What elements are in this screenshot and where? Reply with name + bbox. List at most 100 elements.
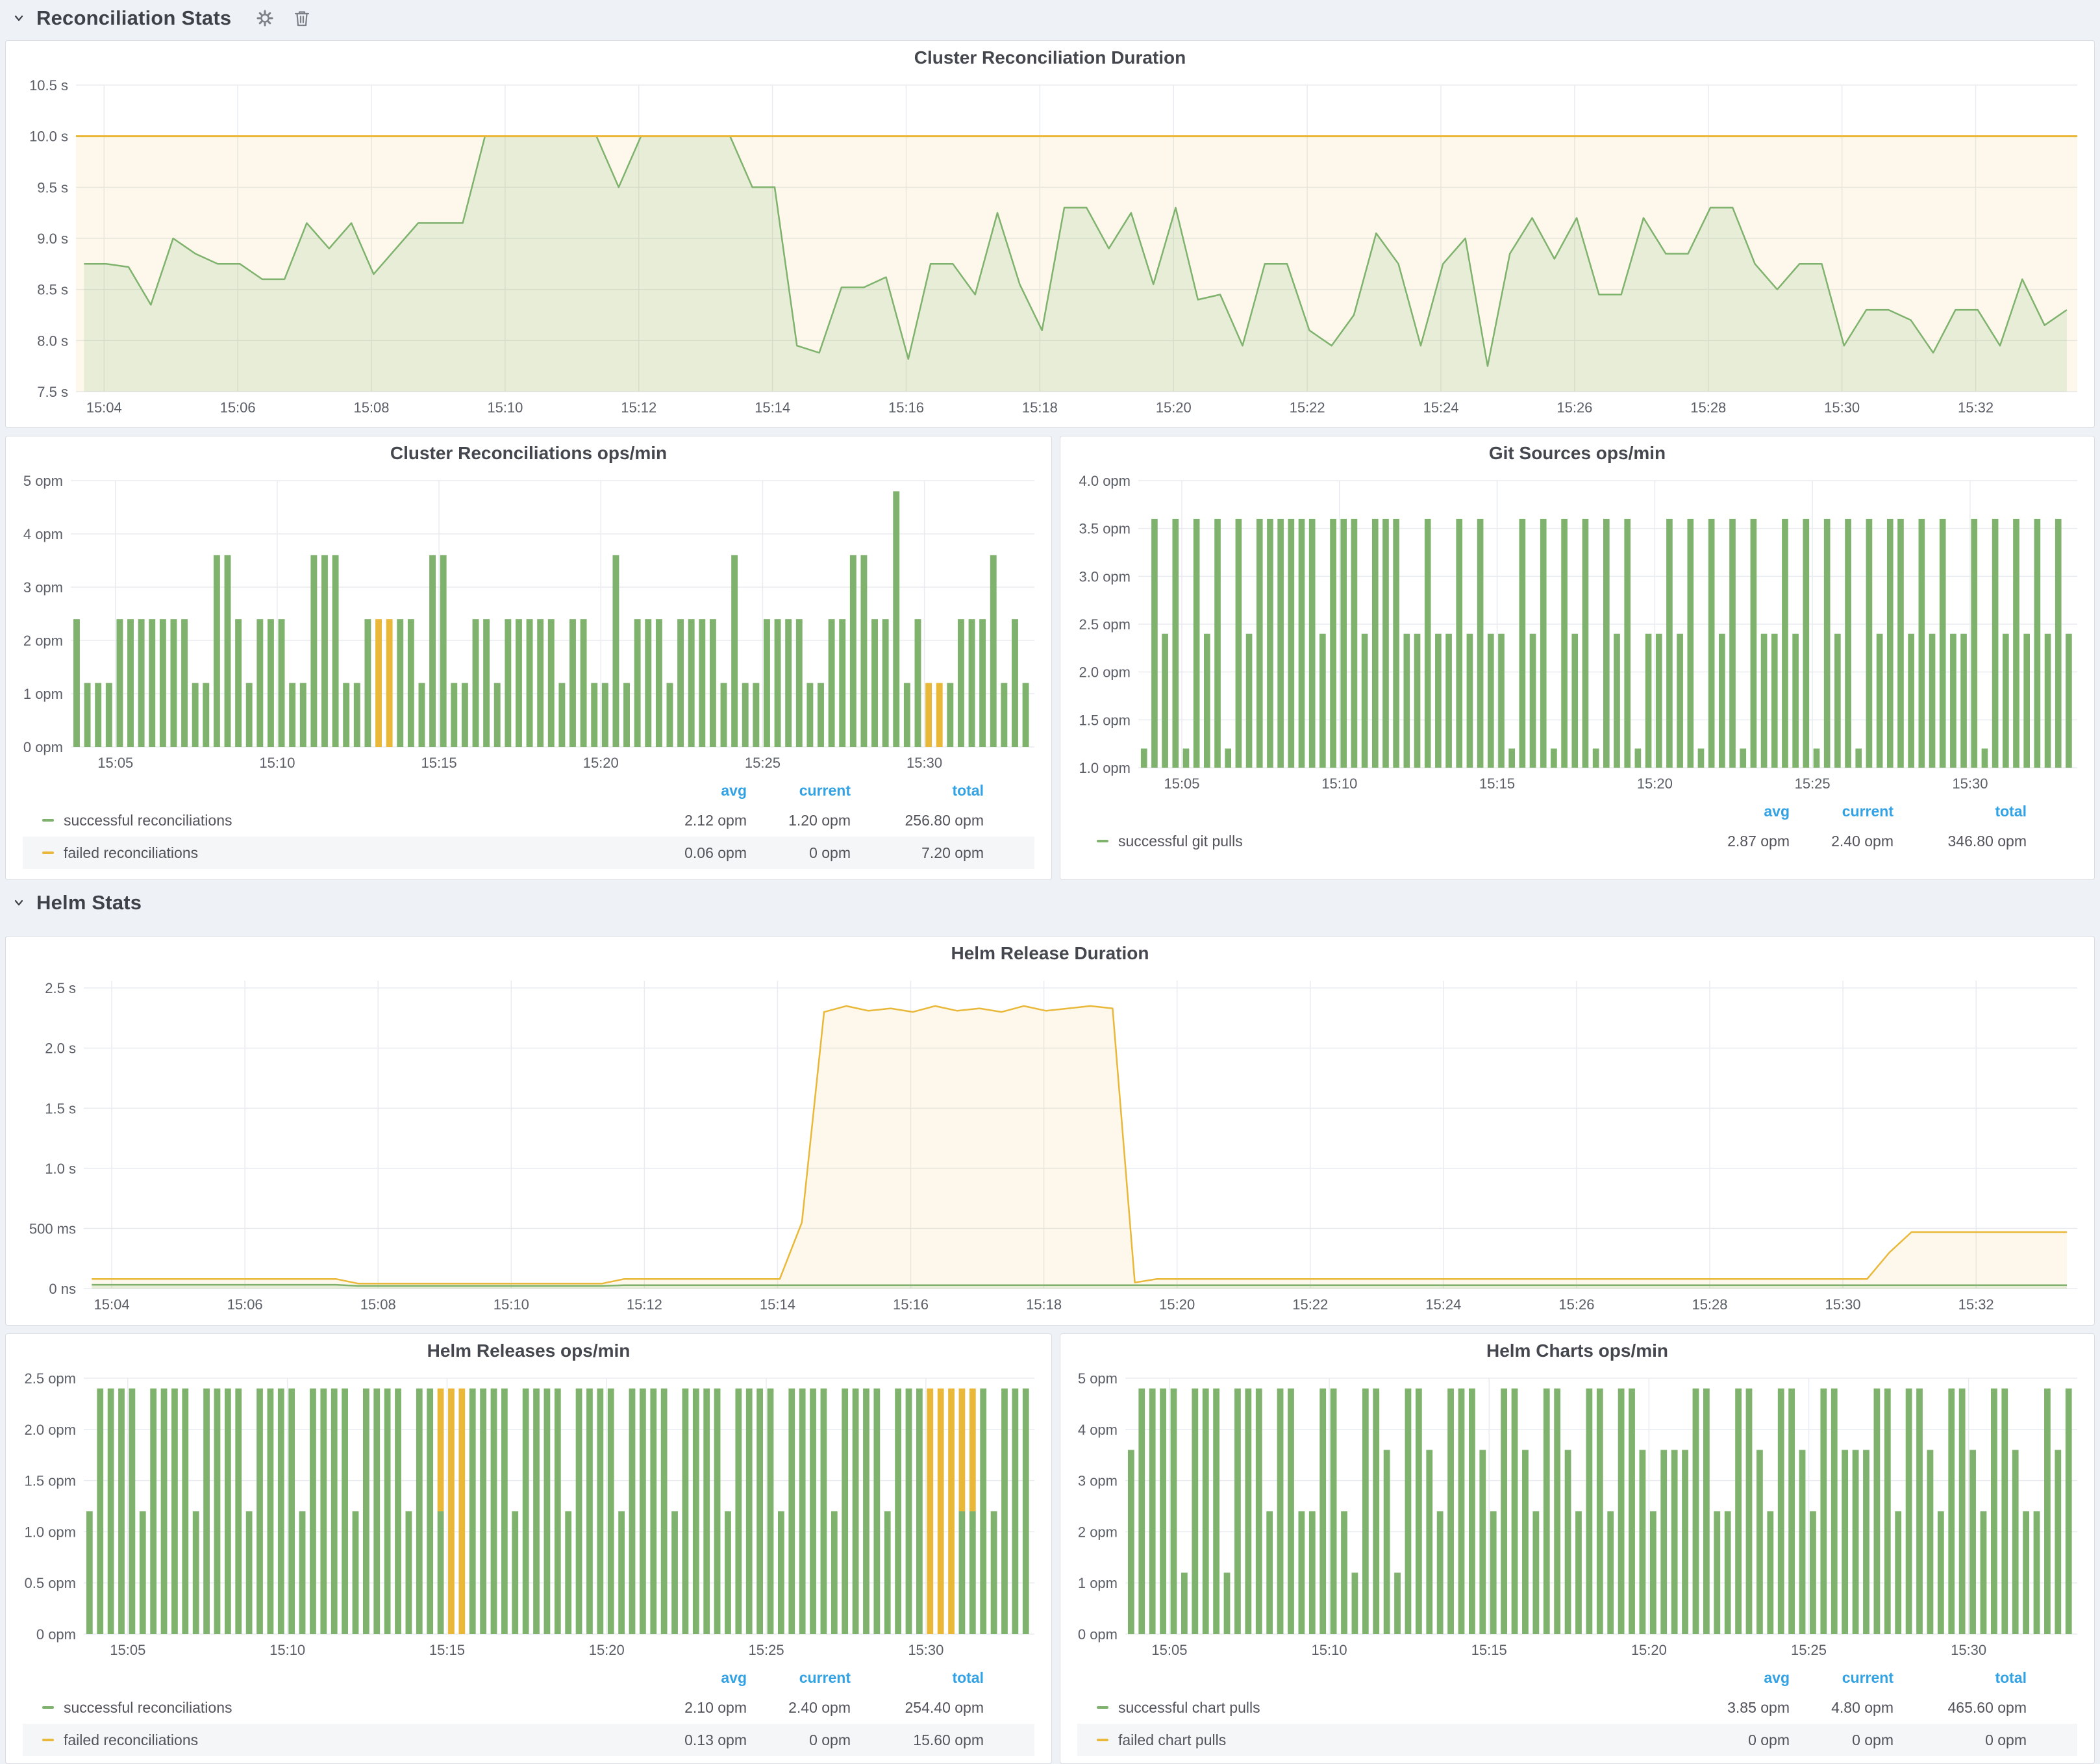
legend-series-label[interactable]: successful git pulls (1118, 833, 1243, 850)
legend-avg-value: 0.06 opm (643, 844, 747, 862)
svg-text:15:10: 15:10 (487, 399, 523, 416)
legend-row: successful git pulls 2.87 opm 2.40 opm 3… (1077, 825, 2077, 857)
legend-series-label[interactable]: failed reconciliations (64, 844, 198, 862)
legend-column-total[interactable]: total (1894, 1669, 2027, 1687)
legend-column-avg[interactable]: avg (1686, 803, 1790, 820)
cluster-reconciliations-chart[interactable]: 0 opm1 opm2 opm3 opm4 opm5 opm15:0515:10… (11, 470, 1046, 774)
svg-text:5 opm: 5 opm (1078, 1370, 1118, 1387)
legend-column-total[interactable]: total (1894, 803, 2027, 820)
legend-series-label[interactable]: successful chart pulls (1118, 1699, 1260, 1717)
svg-text:15:15: 15:15 (421, 755, 457, 771)
svg-text:15:04: 15:04 (86, 399, 122, 416)
series-color-dash (42, 851, 54, 854)
legend-series[interactable]: failed reconciliations (42, 844, 643, 862)
svg-text:1.5 opm: 1.5 opm (1079, 712, 1131, 728)
legend-series[interactable]: failed chart pulls (1097, 1732, 1686, 1749)
svg-text:15:12: 15:12 (621, 399, 656, 416)
section-header-helm-stats[interactable]: Helm Stats (12, 888, 142, 917)
section-title[interactable]: Helm Stats (36, 891, 142, 914)
svg-text:7.5 s: 7.5 s (37, 384, 68, 400)
svg-text:15:14: 15:14 (755, 399, 790, 416)
legend-series-label[interactable]: successful reconciliations (64, 812, 232, 829)
svg-text:8.5 s: 8.5 s (37, 282, 68, 298)
legend-series-label[interactable]: successful reconciliations (64, 1699, 232, 1717)
cluster-reconciliation-duration-chart[interactable]: 7.5 s8.0 s8.5 s9.0 s9.5 s10.0 s10.5 s15:… (11, 75, 2089, 419)
svg-text:2.0 opm: 2.0 opm (25, 1422, 77, 1438)
svg-text:15:30: 15:30 (1952, 775, 1988, 792)
svg-text:15:14: 15:14 (760, 1296, 795, 1313)
helm-release-duration-chart[interactable]: 0 ns500 ms1.0 s1.5 s2.0 s2.5 s15:0415:06… (11, 970, 2089, 1316)
helm-releases-chart[interactable]: 0 opm0.5 opm1.0 opm1.5 opm2.0 opm2.5 opm… (11, 1368, 1046, 1661)
legend-column-total[interactable]: total (851, 782, 984, 800)
svg-text:15:20: 15:20 (1637, 775, 1673, 792)
legend-series-label[interactable]: failed chart pulls (1118, 1732, 1226, 1749)
svg-text:3 opm: 3 opm (23, 579, 63, 596)
legend-total-value: 254.40 opm (851, 1699, 984, 1717)
section-title[interactable]: Reconciliation Stats (36, 6, 231, 30)
series-color-dash (42, 819, 54, 822)
legend-series[interactable]: successful git pulls (1097, 833, 1686, 850)
legend-column-current[interactable]: current (1790, 803, 1894, 820)
legend-column-current[interactable]: current (747, 782, 851, 800)
series-color-dash (42, 1739, 54, 1741)
svg-text:15:30: 15:30 (906, 755, 942, 771)
panel-title[interactable]: Git Sources ops/min (1060, 436, 2094, 470)
svg-text:2.0 opm: 2.0 opm (1079, 664, 1131, 681)
panel-title[interactable]: Helm Charts ops/min (1060, 1334, 2094, 1368)
legend-column-avg[interactable]: avg (643, 1669, 747, 1687)
legend-avg-value: 2.10 opm (643, 1699, 747, 1717)
svg-text:10.0 s: 10.0 s (29, 129, 68, 145)
legend-column-avg[interactable]: avg (1686, 1669, 1790, 1687)
legend-avg-value: 2.87 opm (1686, 833, 1790, 850)
panel-title[interactable]: Helm Release Duration (6, 937, 2094, 970)
svg-text:4 opm: 4 opm (1078, 1422, 1118, 1438)
section-header-reconciliation-stats[interactable]: Reconciliation Stats (12, 4, 310, 32)
svg-text:15:12: 15:12 (627, 1296, 662, 1313)
legend-column-total[interactable]: total (851, 1669, 984, 1687)
svg-text:15:05: 15:05 (97, 755, 133, 771)
svg-text:15:28: 15:28 (1692, 1296, 1727, 1313)
svg-text:15:06: 15:06 (227, 1296, 263, 1313)
svg-text:8.0 s: 8.0 s (37, 333, 68, 349)
svg-text:3.5 opm: 3.5 opm (1079, 521, 1131, 537)
legend-avg-value: 0 opm (1686, 1732, 1790, 1749)
gear-icon[interactable] (256, 9, 274, 27)
series-color-dash (1097, 840, 1108, 842)
svg-text:2.5 s: 2.5 s (45, 980, 76, 996)
panel-title[interactable]: Cluster Reconciliations ops/min (6, 436, 1051, 470)
helm-charts-chart[interactable]: 0 opm1 opm2 opm3 opm4 opm5 opm15:0515:10… (1066, 1368, 2089, 1661)
legend-column-current[interactable]: current (747, 1669, 851, 1687)
git-sources-chart[interactable]: 1.0 opm1.5 opm2.0 opm2.5 opm3.0 opm3.5 o… (1066, 470, 2089, 795)
legend-total-value: 465.60 opm (1894, 1699, 2027, 1717)
legend-column-avg[interactable]: avg (643, 782, 747, 800)
trash-icon[interactable] (294, 9, 310, 27)
svg-text:15:26: 15:26 (1558, 1296, 1594, 1313)
panel-cluster-reconciliations-opm: Cluster Reconciliations ops/min 0 opm1 o… (5, 436, 1052, 880)
legend: avgcurrenttotal successful git pulls 2.8… (1060, 795, 2094, 857)
legend-series[interactable]: successful reconciliations (42, 812, 643, 829)
legend-column-current[interactable]: current (1790, 1669, 1894, 1687)
legend-series[interactable]: successful reconciliations (42, 1699, 643, 1717)
chevron-down-icon[interactable] (12, 896, 26, 910)
chevron-down-icon[interactable] (12, 11, 26, 25)
legend-series[interactable]: failed reconciliations (42, 1732, 643, 1749)
panel-title[interactable]: Cluster Reconciliation Duration (6, 41, 2094, 75)
series-color-dash (1097, 1739, 1108, 1741)
legend-current-value: 4.80 opm (1790, 1699, 1894, 1717)
svg-text:15:05: 15:05 (1164, 775, 1199, 792)
svg-text:15:08: 15:08 (360, 1296, 396, 1313)
svg-text:1 opm: 1 opm (1078, 1575, 1118, 1591)
svg-text:3 opm: 3 opm (1078, 1473, 1118, 1489)
legend-row: successful reconciliations 2.12 opm 1.20… (23, 804, 1034, 837)
svg-text:0 opm: 0 opm (36, 1626, 76, 1643)
svg-text:15:16: 15:16 (893, 1296, 929, 1313)
svg-text:15:25: 15:25 (745, 755, 781, 771)
svg-text:15:22: 15:22 (1292, 1296, 1328, 1313)
svg-text:15:30: 15:30 (1825, 1296, 1861, 1313)
panel-title[interactable]: Helm Releases ops/min (6, 1334, 1051, 1368)
legend-row: successful chart pulls 3.85 opm 4.80 opm… (1077, 1691, 2077, 1724)
legend-series[interactable]: successful chart pulls (1097, 1699, 1686, 1717)
svg-text:0 opm: 0 opm (23, 739, 63, 755)
legend-row: failed reconciliations 0.06 opm 0 opm 7.… (23, 837, 1034, 869)
legend-series-label[interactable]: failed reconciliations (64, 1732, 198, 1749)
